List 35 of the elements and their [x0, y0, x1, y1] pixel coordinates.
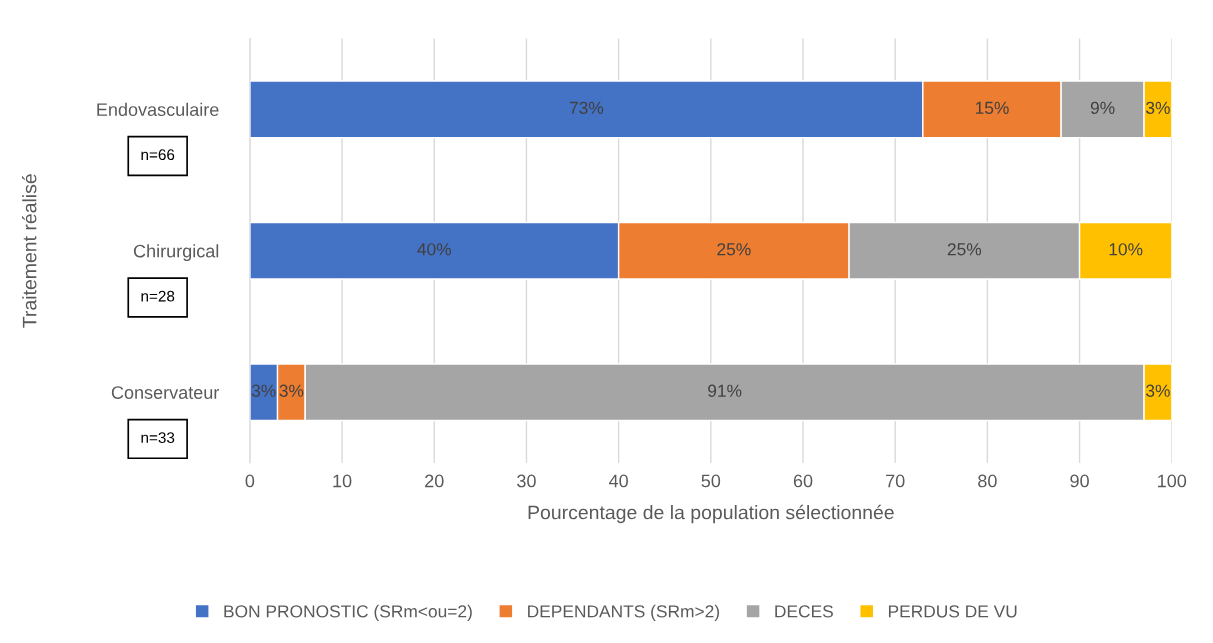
x-tick-label: 0 [245, 474, 255, 488]
x-tick-label: 30 [517, 474, 536, 488]
data-label: 3% [1146, 101, 1170, 114]
data-label: 9% [1090, 101, 1115, 114]
y-axis-title: Traitement réalisé [21, 174, 37, 328]
legend-label: PERDUS DE VU [888, 605, 1017, 618]
y-tick-label: Conservateur [111, 386, 220, 399]
data-label: 91% [708, 384, 742, 397]
data-label: 3% [279, 384, 304, 397]
data-label: 15% [975, 101, 1009, 114]
x-axis-title: Pourcentage de la population sélectionnée [528, 504, 894, 524]
y-tick-label: Endovasculaire [97, 102, 219, 117]
x-tick-label: 50 [701, 474, 721, 488]
x-tick-label: 90 [1070, 474, 1089, 488]
data-label: 3% [251, 384, 276, 397]
x-tick-label: 100 [1158, 474, 1187, 488]
y-tick-label: Chirurgical [133, 244, 219, 262]
text: n=28 [141, 290, 175, 302]
x-tick-label: 40 [609, 474, 628, 488]
data-label: 40% [417, 243, 452, 256]
x-tick-label: 80 [978, 474, 997, 488]
text: n=33 [141, 432, 175, 444]
x-tick-label: 70 [886, 474, 905, 488]
legend-label: BON PRONOSTIC (SRm<ou=2) [224, 604, 472, 621]
legend-label: DECES [775, 605, 833, 618]
x-tick-label: 20 [425, 474, 444, 488]
data-label: 25% [717, 243, 751, 256]
x-tick-label: 60 [793, 474, 813, 488]
data-label: 25% [947, 243, 982, 256]
data-label: 73% [569, 101, 604, 114]
x-tick-label: 10 [333, 474, 352, 488]
data-label: 10% [1109, 243, 1143, 256]
text: n=66 [141, 149, 175, 161]
data-label: 3% [1146, 384, 1170, 397]
legend-label: DEPENDANTS (SRm>2) [528, 604, 720, 621]
